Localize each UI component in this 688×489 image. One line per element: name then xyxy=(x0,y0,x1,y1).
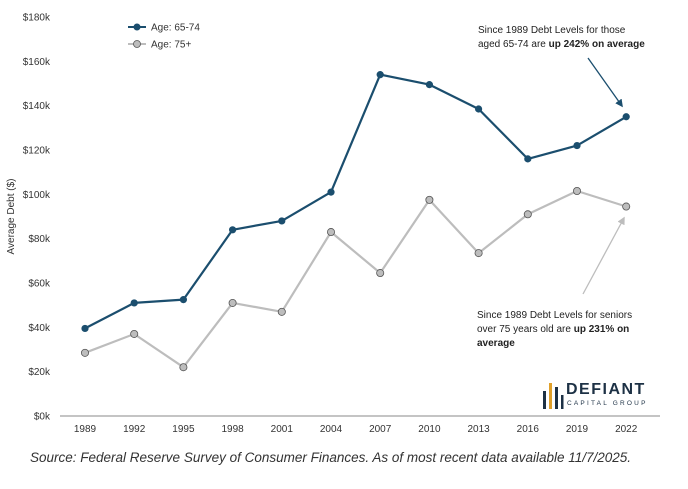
y-tick-label: $80k xyxy=(28,234,51,245)
debt-line-chart: $0k $20k $40k $60k $80k $100k $120k $140k $160k $… xyxy=(6,13,660,435)
x-tick-label: 2019 xyxy=(566,424,589,435)
data-point-65-74 xyxy=(327,188,335,196)
data-point-65-74 xyxy=(524,155,532,163)
annotation-75-plus: Since 1989 Debt Levels for seniors over … xyxy=(477,309,677,351)
data-point-65-74 xyxy=(425,81,433,89)
y-axis-ticks: $0k $20k $40k $60k $80k $100k $120k $140k $160k $… xyxy=(23,13,51,423)
x-tick-label: 2010 xyxy=(418,424,441,435)
annotation-arrow-65-74 xyxy=(587,57,623,108)
y-tick-label: $40k xyxy=(28,323,51,334)
defiant-logo: DEFIANT CAPITAL GROUP xyxy=(541,381,661,411)
x-tick-label: 2013 xyxy=(467,424,490,435)
annotation-75-plus-prefix: over 75 years old are xyxy=(477,324,574,335)
data-point-75-plus xyxy=(228,298,237,307)
logo-subtitle: CAPITAL GROUP xyxy=(567,400,648,407)
data-point-75-plus xyxy=(523,210,532,219)
data-point-75-plus xyxy=(474,249,483,258)
data-point-75-plus xyxy=(573,187,582,196)
x-tick-label: 1998 xyxy=(221,424,244,435)
x-tick-label: 2007 xyxy=(369,424,392,435)
x-tick-label: 2022 xyxy=(615,424,638,435)
annotation-75-plus-line3: average xyxy=(477,337,677,351)
x-tick-label: 1995 xyxy=(172,424,195,435)
x-axis-ticks: 1989 1992 1995 1998 2001 2004 2007 2010 2013 2016… xyxy=(74,424,638,435)
data-point-65-74 xyxy=(229,226,237,234)
data-point-65-74 xyxy=(130,299,138,307)
annotation-75-plus-highlight-2: average xyxy=(477,338,515,349)
data-point-75-plus xyxy=(425,195,434,204)
y-tick-label: $100k xyxy=(23,190,51,201)
legend-label-75-plus: Age: 75+ xyxy=(151,40,191,51)
annotation-65-74-line2: aged 65-74 are up 242% on average xyxy=(478,38,668,52)
x-tick-label: 2016 xyxy=(517,424,540,435)
y-tick-label: $140k xyxy=(23,101,51,112)
data-point-75-plus xyxy=(622,202,631,211)
legend-swatch-marker-75-plus xyxy=(133,40,141,48)
series-line-65-74 xyxy=(84,73,627,330)
data-point-65-74 xyxy=(179,296,187,304)
annotation-65-74-prefix: aged 65-74 are xyxy=(478,39,549,50)
annotation-75-plus-line1: Since 1989 Debt Levels for seniors xyxy=(477,310,633,321)
annotation-65-74: Since 1989 Debt Levels for those aged 65… xyxy=(478,24,668,52)
annotation-arrow-75-plus xyxy=(582,216,625,295)
y-tick-label: $180k xyxy=(23,13,51,24)
data-point-75-plus xyxy=(376,269,385,278)
annotation-75-plus-highlight: up 231% on xyxy=(573,324,630,335)
data-point-65-74 xyxy=(622,113,630,121)
data-point-75-plus xyxy=(81,348,90,357)
data-point-65-74 xyxy=(278,217,286,225)
y-tick-label: $0k xyxy=(34,412,51,423)
annotation-65-74-highlight: up 242% on average xyxy=(548,39,645,50)
logo-mark-icon xyxy=(543,383,564,409)
annotation-65-74-line1: Since 1989 Debt Levels for those xyxy=(478,25,626,36)
y-axis-label: Average Debt ($) xyxy=(6,179,17,255)
data-point-75-plus xyxy=(277,307,286,316)
annotation-75-plus-line2: over 75 years old are up 231% on xyxy=(477,323,677,337)
logo-title: DEFIANT xyxy=(566,381,646,398)
y-tick-label: $160k xyxy=(23,57,51,68)
data-point-65-74 xyxy=(376,71,384,79)
x-tick-label: 2004 xyxy=(320,424,343,435)
legend: Age: 65-74 Age: 75+ xyxy=(128,23,200,51)
data-point-65-74 xyxy=(475,105,483,113)
legend-swatch-marker-65-74 xyxy=(133,23,141,31)
data-point-65-74 xyxy=(573,141,581,150)
legend-label-65-74: Age: 65-74 xyxy=(151,23,200,34)
data-point-65-74 xyxy=(81,324,89,333)
series-line-75-plus xyxy=(84,189,627,369)
y-tick-label: $20k xyxy=(28,367,51,378)
y-tick-label: $60k xyxy=(28,279,51,290)
y-tick-label: $120k xyxy=(23,146,51,157)
x-tick-label: 1992 xyxy=(123,424,146,435)
data-point-75-plus xyxy=(179,363,188,372)
x-tick-label: 2001 xyxy=(271,424,294,435)
data-point-75-plus xyxy=(130,329,139,338)
data-point-75-plus xyxy=(326,228,335,237)
series-layer xyxy=(81,71,631,372)
source-note: Source: Federal Reserve Survey of Consum… xyxy=(30,450,632,465)
x-tick-label: 1989 xyxy=(74,424,97,435)
